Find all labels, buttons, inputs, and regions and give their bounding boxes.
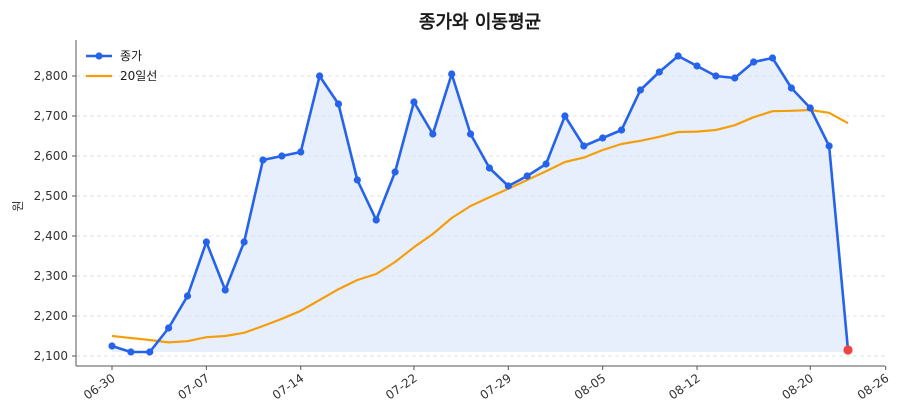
data-points <box>108 52 853 356</box>
close-data-point <box>315 72 324 80</box>
y-tick-label: 2,700 <box>34 109 68 123</box>
close-data-point <box>693 62 701 70</box>
close-data-point <box>466 130 475 138</box>
close-data-point <box>787 84 795 92</box>
y-tick-label: 2,500 <box>34 189 68 203</box>
legend-label-20day-ma: 20일선 <box>120 69 157 83</box>
close-data-point <box>561 112 569 120</box>
close-data-point <box>448 70 456 78</box>
y-tick-label: 2,400 <box>34 229 68 243</box>
close-data-point <box>183 292 192 300</box>
x-tick-label: 07-07 <box>175 371 212 402</box>
y-axis-label: 원 <box>11 200 25 211</box>
close-data-point <box>410 98 418 106</box>
x-tick-label: 08-26 <box>855 371 892 402</box>
close-data-point <box>127 348 135 356</box>
close-data-point <box>712 72 720 80</box>
close-data-point <box>353 176 361 184</box>
close-data-point <box>750 58 758 66</box>
x-tick-label: 08-12 <box>666 371 703 402</box>
x-tick-label: 08-05 <box>572 371 609 402</box>
x-tick-label: 07-29 <box>477 371 514 402</box>
x-tick-label: 07-14 <box>270 371 307 402</box>
y-tick-label: 2,200 <box>34 309 68 323</box>
y-tick-label: 2,100 <box>34 349 68 363</box>
close-data-point <box>580 142 588 150</box>
close-data-point <box>731 74 739 82</box>
x-tick-label: 06-30 <box>81 371 118 402</box>
close-data-point <box>485 164 494 172</box>
close-data-point <box>599 134 607 142</box>
close-data-point <box>240 238 248 246</box>
close-data-point <box>636 86 645 94</box>
close-data-point <box>202 238 210 246</box>
y-tick-label: 2,600 <box>34 149 68 163</box>
legend-marker-close <box>95 52 103 60</box>
close-last-point <box>843 345 853 355</box>
close-data-point <box>391 168 399 176</box>
legend-label-close: 종가 <box>120 49 142 63</box>
x-tick-label: 07-22 <box>383 371 420 402</box>
close-data-point <box>146 348 154 356</box>
close-data-point <box>334 100 343 108</box>
series-line-close <box>111 54 850 354</box>
close-data-point <box>674 52 682 60</box>
close-data-point <box>278 152 286 160</box>
close-data-point <box>768 54 777 62</box>
close-data-point <box>825 142 833 150</box>
y-tick-label: 2,300 <box>34 269 68 283</box>
close-data-point <box>617 126 626 134</box>
chart-title: 종가와 이동평균 <box>419 12 541 33</box>
close-data-point <box>806 104 814 112</box>
close-data-point <box>165 324 173 332</box>
area-fill <box>112 56 848 352</box>
legend: 종가 20일선 <box>86 49 157 83</box>
close-data-point <box>297 148 305 156</box>
series-line-20day-ma <box>111 108 849 344</box>
close-data-point <box>259 156 267 164</box>
close-data-point <box>504 182 512 190</box>
close-area-fill <box>112 56 848 352</box>
close-data-point <box>542 160 550 168</box>
y-tick-label: 2,800 <box>34 69 68 83</box>
x-tick-label: 08-20 <box>779 371 816 402</box>
close-data-point <box>429 130 437 138</box>
close-data-point <box>108 342 116 350</box>
close-data-point <box>523 172 531 180</box>
close-data-point <box>372 216 380 224</box>
close-data-point <box>221 286 229 294</box>
close-data-point <box>655 68 663 76</box>
series-lines <box>111 54 850 354</box>
